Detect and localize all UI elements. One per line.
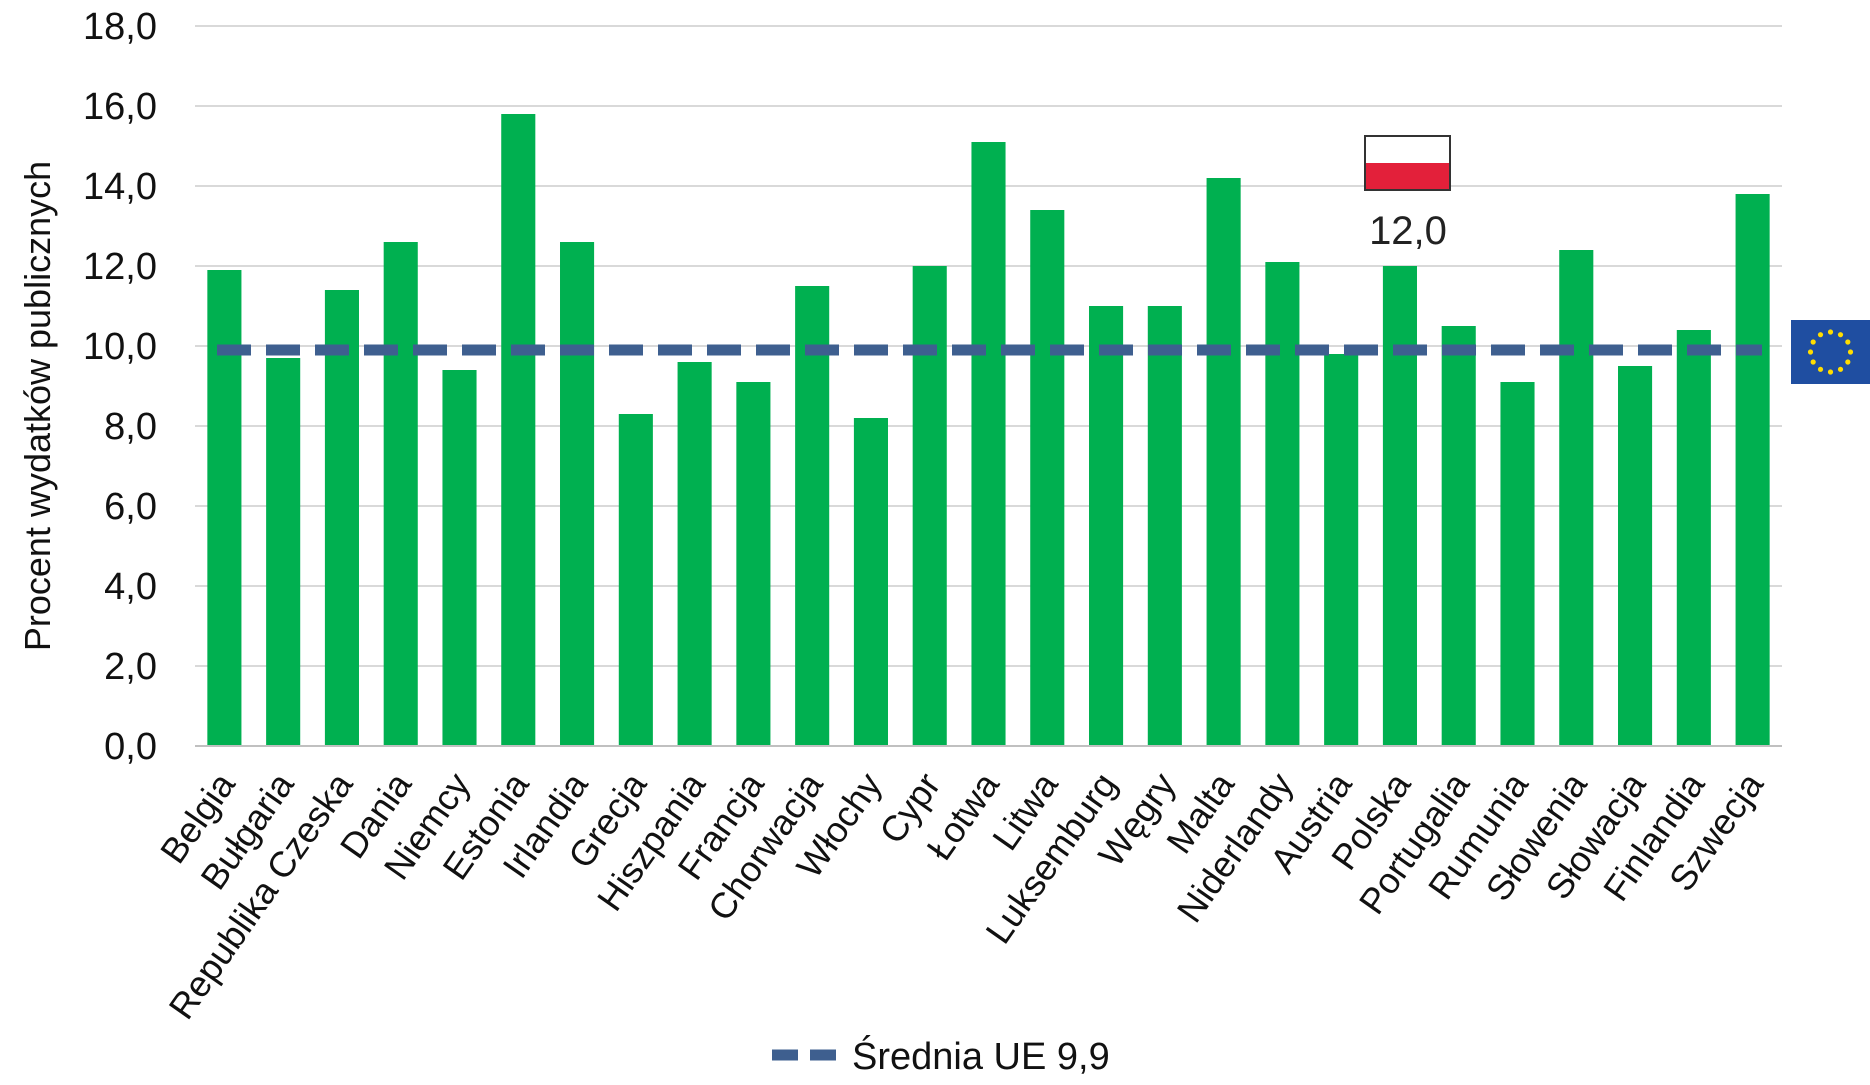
eu-star <box>1845 339 1851 345</box>
eu-star <box>1845 359 1851 365</box>
y-axis-label: Procent wydatków publicznych <box>17 161 58 651</box>
bars <box>207 114 1770 746</box>
bar <box>1206 178 1241 746</box>
poland-flag-icon <box>1364 135 1451 191</box>
bar <box>795 286 830 746</box>
y-tick-label: 6,0 <box>104 486 157 528</box>
eu-star <box>1810 339 1816 345</box>
bar <box>677 362 712 746</box>
bar <box>1676 330 1711 746</box>
eu-star <box>1817 366 1824 372</box>
bar <box>1089 306 1124 746</box>
bar <box>1500 382 1535 746</box>
bar <box>1618 366 1653 746</box>
bar <box>1559 250 1594 746</box>
eu-star <box>1837 332 1844 338</box>
y-tick-label: 14,0 <box>83 166 157 208</box>
bar <box>1735 194 1770 746</box>
eu-star <box>1807 349 1814 355</box>
bar <box>1324 354 1359 746</box>
bar <box>266 358 301 746</box>
y-axis-ticks: 0,0 2,0 4,0 6,0 8,0 10,0 12,0 14,0 16,0 18,0 <box>83 6 157 768</box>
y-tick-label: 8,0 <box>104 406 157 448</box>
y-tick-label: 10,0 <box>83 326 157 368</box>
y-tick-label: 12,0 <box>83 246 157 288</box>
y-tick-label: 16,0 <box>83 86 157 128</box>
bar <box>207 270 242 746</box>
legend: Średnia UE 9,9 <box>772 1033 1110 1078</box>
eu-star <box>1817 332 1824 338</box>
eu-flag-icon <box>1791 320 1870 384</box>
eu-star <box>1827 369 1834 375</box>
bar <box>971 142 1006 746</box>
bar <box>560 242 595 746</box>
bar <box>736 382 771 746</box>
eu-star <box>1847 349 1854 355</box>
bar <box>324 290 359 746</box>
bar <box>442 370 477 746</box>
bar <box>912 266 947 746</box>
y-tick-label: 2,0 <box>104 646 157 688</box>
eu-star <box>1837 366 1844 372</box>
bar <box>1265 262 1300 746</box>
legend-label: Średnia UE 9,9 <box>852 1033 1110 1078</box>
bar <box>1441 326 1476 746</box>
bar <box>383 242 418 746</box>
eu-star <box>1827 329 1834 335</box>
poland-value-callout: 12,0 <box>1369 209 1447 253</box>
y-tick-label: 4,0 <box>104 566 157 608</box>
bar <box>618 414 653 746</box>
eu-star <box>1810 359 1816 365</box>
y-tick-label: 0,0 <box>104 726 157 768</box>
bar <box>1382 266 1417 746</box>
bar <box>501 114 536 746</box>
bar <box>1147 306 1182 746</box>
bar <box>1030 210 1065 746</box>
y-tick-label: 18,0 <box>83 6 157 48</box>
bar <box>853 418 888 746</box>
